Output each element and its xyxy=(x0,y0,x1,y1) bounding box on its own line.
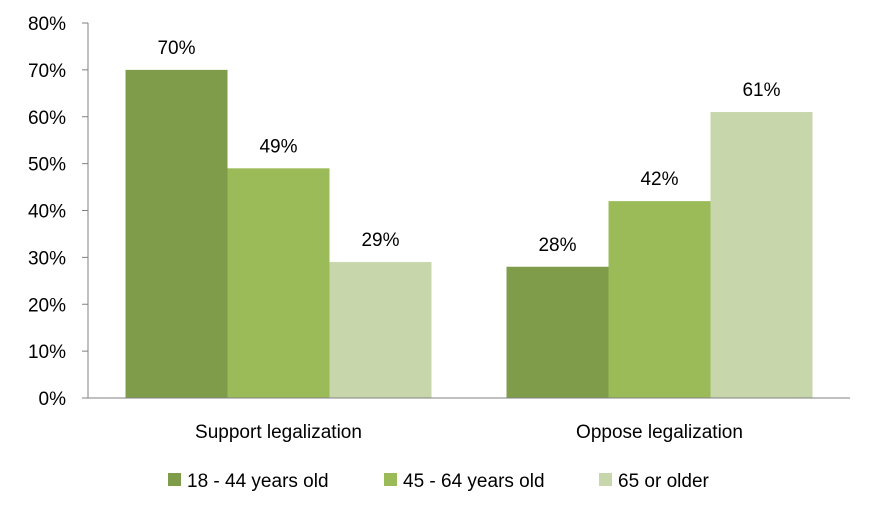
data-label: 29% xyxy=(361,230,399,251)
data-label: 49% xyxy=(259,136,297,157)
bar xyxy=(227,168,330,398)
data-labels: 70% 49% 29% 28% 42% 61% xyxy=(157,38,780,256)
y-tick-label: 10% xyxy=(28,342,66,363)
y-tick-label: 20% xyxy=(28,295,66,316)
legend-swatch xyxy=(599,473,612,486)
category-label: Support legalization xyxy=(195,422,362,443)
y-tick-label: 60% xyxy=(28,108,66,129)
y-tick-label: 40% xyxy=(28,202,66,223)
y-tick-label: 30% xyxy=(28,248,66,269)
data-label: 28% xyxy=(538,235,576,256)
y-axis: 0% 10% 20% 30% 40% 50% 60% 70% 80% xyxy=(28,14,89,410)
category-labels: Support legalization Oppose legalization xyxy=(195,422,743,443)
legend: 18 - 44 years old 45 - 64 years old 65 o… xyxy=(168,471,710,492)
legend-label: 45 - 64 years old xyxy=(403,471,545,492)
legend-swatch xyxy=(168,473,181,486)
y-tick-label: 50% xyxy=(28,155,66,176)
y-tick-label: 80% xyxy=(28,14,66,35)
bars xyxy=(125,69,813,398)
y-tick-label: 70% xyxy=(28,61,66,82)
bar xyxy=(608,201,711,398)
bar xyxy=(710,112,813,398)
data-label: 42% xyxy=(640,169,678,190)
data-label: 70% xyxy=(157,38,195,59)
legend-label: 18 - 44 years old xyxy=(187,471,329,492)
legend-label: 65 or older xyxy=(618,471,710,492)
bar xyxy=(329,262,432,398)
category-label: Oppose legalization xyxy=(576,422,743,443)
y-tick-label: 0% xyxy=(39,389,67,410)
data-label: 61% xyxy=(742,80,780,101)
bar xyxy=(506,266,609,398)
legend-swatch xyxy=(384,473,397,486)
bar xyxy=(125,69,228,398)
